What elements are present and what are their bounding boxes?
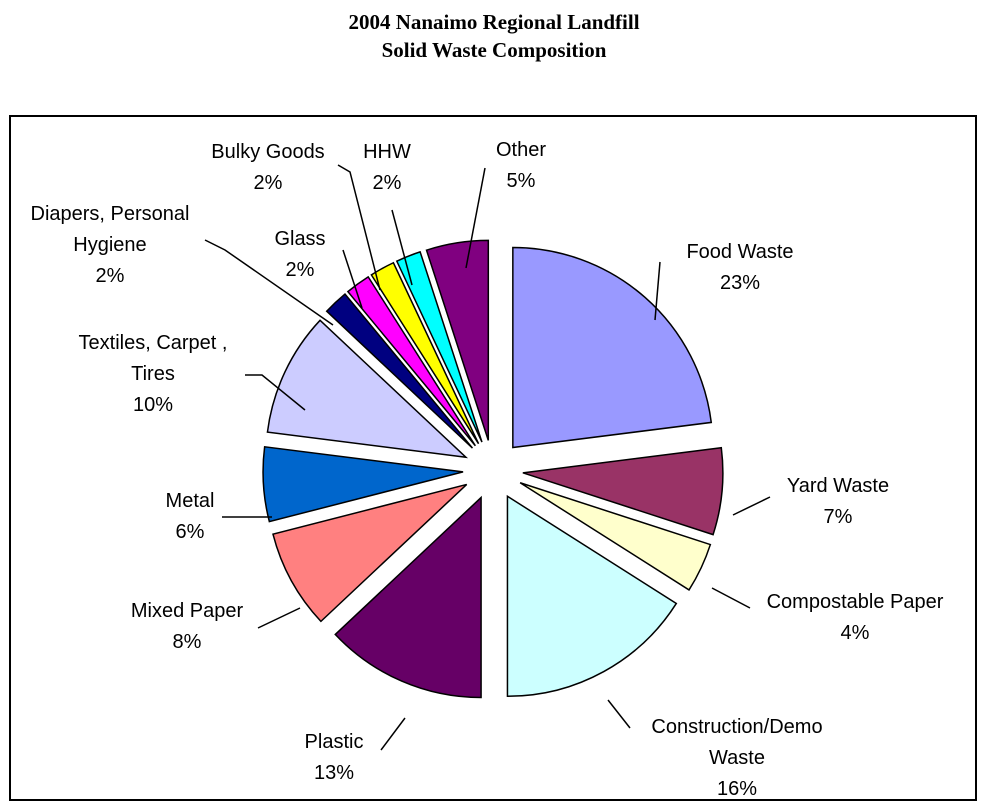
leader-line: [245, 374, 306, 411]
slice-label-line: Diapers, Personal: [31, 203, 190, 225]
slice-label: Diapers, Personal Hygiene 2%: [31, 203, 190, 287]
pie-slice: [272, 483, 468, 623]
slice-label-line: 8%: [173, 631, 202, 653]
slice-label-line: Food Waste: [686, 241, 793, 263]
leader-line: [257, 607, 301, 629]
slice-label-line: 10%: [133, 394, 173, 416]
slice-label-line: Tires: [131, 363, 175, 385]
slice-label-line: Textiles, Carpet ,: [79, 332, 228, 354]
pie-slice: [425, 239, 490, 441]
slice-label-line: Hygiene: [73, 234, 146, 256]
slice-label: Construction/Demo Waste 16%: [651, 716, 822, 800]
slice-label-line: 23%: [720, 272, 760, 294]
slice-label-line: 2%: [254, 172, 283, 194]
slice-label-line: 5%: [507, 170, 536, 192]
chart-title: 2004 Nanaimo Regional Landfill Solid Was…: [0, 8, 988, 64]
slice-label: Other 5%: [496, 139, 546, 192]
pie-slice: [334, 495, 482, 699]
slice-label: Yard Waste 7%: [787, 475, 889, 528]
slice-label-line: 6%: [176, 521, 205, 543]
pie-slice: [370, 261, 480, 445]
slice-label-line: 13%: [314, 762, 354, 784]
slice-label-line: Construction/Demo: [651, 716, 822, 738]
leader-line: [391, 209, 413, 286]
slice-label-line: Yard Waste: [787, 475, 889, 497]
slice-label-line: Bulky Goods: [211, 141, 324, 163]
slice-label-line: 2%: [286, 259, 315, 281]
slice-label: Metal 6%: [166, 490, 215, 543]
pie-slice: [512, 246, 713, 449]
pie-slice: [519, 482, 712, 591]
slice-label-line: 4%: [841, 622, 870, 644]
pie-slice: [266, 319, 469, 459]
slice-label-line: Compostable Paper: [767, 591, 944, 613]
slice-label: Mixed Paper 8%: [131, 600, 244, 653]
slice-label-line: HHW: [363, 141, 411, 163]
pie-slice: [506, 494, 678, 698]
slice-label: Glass 2%: [274, 228, 325, 281]
leader-line: [654, 261, 661, 321]
chart-title-line-2: Solid Waste Composition: [381, 38, 607, 62]
leader-line: [607, 699, 631, 729]
slice-label-line: Mixed Paper: [131, 600, 244, 622]
chart-frame: [9, 115, 977, 801]
slice-label: Bulky Goods 2%: [211, 141, 324, 194]
leader-line: [732, 496, 771, 516]
leader-line: [465, 167, 486, 269]
slice-label-line: Waste: [709, 747, 765, 769]
pie-slice: [522, 446, 724, 536]
leader-line: [711, 587, 751, 609]
chart-title-line-1: 2004 Nanaimo Regional Landfill: [348, 10, 640, 34]
slice-label-line: Glass: [274, 228, 325, 250]
pie-slice: [395, 250, 483, 443]
leader-line: [204, 239, 334, 326]
slice-label-line: 16%: [717, 778, 757, 800]
leader-line: [337, 164, 381, 291]
slice-label-line: 7%: [824, 506, 853, 528]
slice-label: Textiles, Carpet , Tires 10%: [79, 332, 228, 416]
slice-label: Compostable Paper 4%: [767, 591, 944, 644]
leader-line: [342, 249, 363, 309]
slice-label: HHW 2%: [363, 141, 411, 194]
slice-label-line: 2%: [96, 265, 125, 287]
slice-label: Food Waste 23%: [686, 241, 793, 294]
slice-label-line: Metal: [166, 490, 215, 512]
pie-slice: [262, 445, 464, 523]
slice-label-line: 2%: [373, 172, 402, 194]
slice-label-line: Other: [496, 139, 546, 161]
slice-label-line: Plastic: [305, 731, 364, 753]
pie-slice: [325, 292, 474, 449]
slice-label: Plastic 13%: [305, 731, 364, 784]
leader-line: [380, 717, 406, 751]
pie-slice: [346, 275, 476, 447]
